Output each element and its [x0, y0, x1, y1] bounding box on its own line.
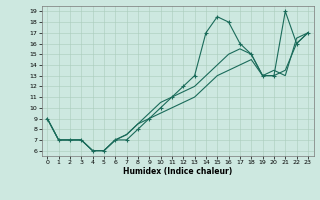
X-axis label: Humidex (Indice chaleur): Humidex (Indice chaleur)	[123, 167, 232, 176]
